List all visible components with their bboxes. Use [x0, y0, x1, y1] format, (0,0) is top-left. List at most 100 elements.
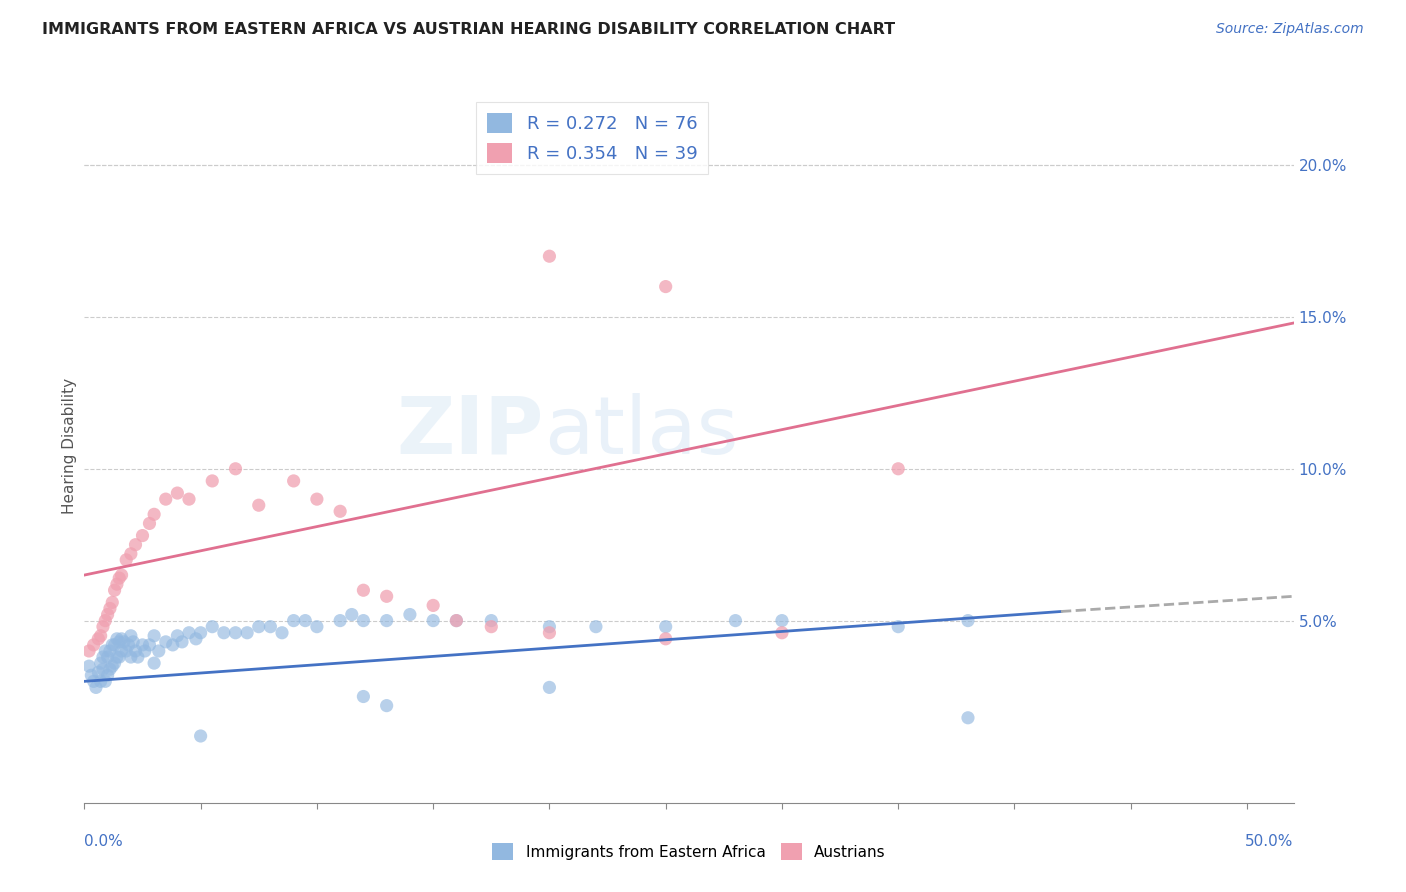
Point [84, 681, 107, 695]
Text: 0.0%: 0.0% [84, 834, 124, 849]
Point [247, 620, 270, 634]
Point [112, 635, 135, 649]
Point [422, 614, 444, 628]
Point [212, 625, 235, 640]
Point [259, 620, 281, 634]
Point [654, 279, 676, 293]
Y-axis label: Hearing Disability: Hearing Disability [62, 378, 77, 514]
Point [120, 629, 142, 643]
Point [155, 492, 177, 507]
Point [122, 635, 145, 649]
Point [770, 614, 793, 628]
Point [115, 644, 138, 658]
Point [120, 650, 142, 665]
Point [283, 614, 305, 628]
Point [177, 492, 200, 507]
Point [143, 508, 166, 522]
Point [446, 614, 468, 628]
Point [247, 498, 270, 512]
Point [91, 662, 114, 676]
Point [110, 632, 132, 646]
Point [127, 650, 149, 665]
Point [177, 625, 200, 640]
Point [375, 614, 398, 628]
Point [115, 553, 138, 567]
Legend: Immigrants from Eastern Africa, Austrians: Immigrants from Eastern Africa, Austrian… [486, 837, 891, 866]
Point [77, 644, 100, 658]
Point [108, 650, 131, 665]
Point [91, 650, 114, 665]
Point [340, 607, 363, 622]
Point [77, 659, 100, 673]
Point [98, 662, 121, 676]
Point [108, 571, 131, 585]
Point [105, 650, 128, 665]
Point [90, 629, 112, 643]
Point [446, 614, 468, 628]
Text: ZIP: ZIP [396, 392, 544, 471]
Point [654, 620, 676, 634]
Point [166, 486, 188, 500]
Point [131, 528, 153, 542]
Point [225, 462, 247, 476]
Point [97, 607, 120, 622]
Point [654, 632, 676, 646]
Point [90, 674, 112, 689]
Point [138, 516, 160, 531]
Point [104, 656, 127, 670]
Point [399, 607, 422, 622]
Point [124, 644, 146, 658]
Point [352, 583, 374, 598]
Point [283, 474, 305, 488]
Point [538, 681, 561, 695]
Point [294, 614, 316, 628]
Point [271, 625, 294, 640]
Point [538, 249, 561, 263]
Point [120, 547, 142, 561]
Point [422, 599, 444, 613]
Point [155, 635, 177, 649]
Point [138, 638, 160, 652]
Point [117, 638, 139, 652]
Point [236, 625, 259, 640]
Point [375, 590, 398, 604]
Point [90, 656, 112, 670]
Text: 50.0%: 50.0% [1246, 834, 1294, 849]
Point [143, 656, 166, 670]
Point [305, 492, 328, 507]
Point [225, 625, 247, 640]
Point [375, 698, 398, 713]
Point [887, 620, 910, 634]
Point [305, 620, 328, 634]
Point [105, 577, 128, 591]
Point [98, 644, 121, 658]
Point [329, 504, 352, 518]
Point [479, 620, 502, 634]
Point [94, 614, 117, 628]
Point [104, 638, 127, 652]
Point [83, 674, 105, 689]
Point [80, 668, 103, 682]
Point [101, 659, 124, 673]
Point [101, 638, 124, 652]
Point [87, 632, 110, 646]
Point [94, 644, 117, 658]
Point [98, 601, 121, 615]
Point [352, 614, 374, 628]
Point [148, 644, 170, 658]
Point [538, 625, 561, 640]
Point [105, 632, 128, 646]
Point [166, 629, 188, 643]
Point [87, 665, 110, 680]
Point [956, 614, 979, 628]
Point [134, 644, 156, 658]
Point [110, 644, 132, 658]
Text: atlas: atlas [544, 392, 738, 471]
Point [585, 620, 607, 634]
Point [956, 711, 979, 725]
Point [201, 620, 224, 634]
Point [170, 635, 193, 649]
Point [110, 568, 132, 582]
Point [104, 583, 127, 598]
Point [143, 629, 166, 643]
